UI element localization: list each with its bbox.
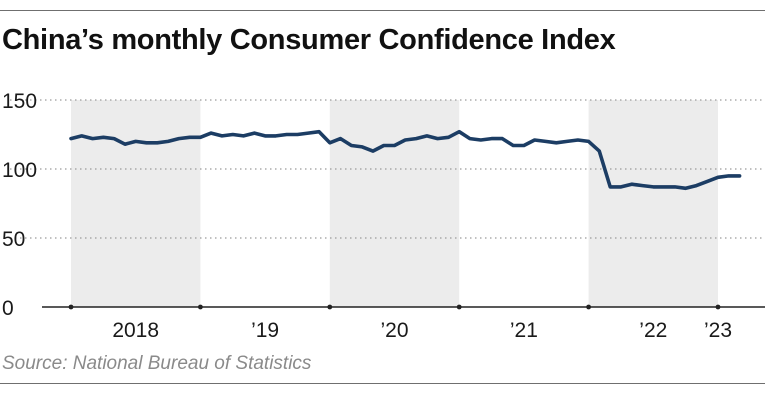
gridlines xyxy=(10,99,765,239)
chart-title: China’s monthly Consumer Confidence Inde… xyxy=(2,24,616,56)
x-axis-tick-dot xyxy=(198,304,203,310)
series-line-0 xyxy=(69,129,742,191)
x-axis-tick-dot xyxy=(327,304,333,310)
x-tick-label: ’19 xyxy=(251,319,279,342)
y-tick-label: 100 xyxy=(2,159,37,182)
x-tick-label: ’21 xyxy=(510,319,538,342)
year-band-2020 xyxy=(329,100,460,307)
x-axis-tick-dot xyxy=(715,304,721,310)
top-rule xyxy=(0,10,765,11)
year-band-2022 xyxy=(588,100,719,307)
series-layer xyxy=(69,129,742,191)
x-tick-label: ’20 xyxy=(380,319,408,342)
source-note: Source: National Bureau of Statistics xyxy=(2,353,312,374)
bottom-rule xyxy=(0,383,765,384)
y-axis-labels: 0 50 100 150 xyxy=(2,90,37,320)
x-tick-label: ’22 xyxy=(639,319,667,342)
year-bands xyxy=(71,100,719,307)
x-axis-tick-dot xyxy=(68,304,74,310)
year-band-2018 xyxy=(71,100,201,307)
x-axis-tick-dot xyxy=(586,304,592,310)
x-axis-labels: 2018 ’19 ’20 ’21 ’22 ’23 xyxy=(112,319,732,342)
y-tick-label: 0 xyxy=(2,297,14,320)
x-axis xyxy=(42,304,765,310)
x-tick-label: ’23 xyxy=(704,319,732,342)
x-tick-label: 2018 xyxy=(112,319,159,342)
x-axis-tick-dot xyxy=(456,304,462,310)
y-tick-label: 50 xyxy=(2,228,25,251)
y-tick-label: 150 xyxy=(2,90,37,113)
